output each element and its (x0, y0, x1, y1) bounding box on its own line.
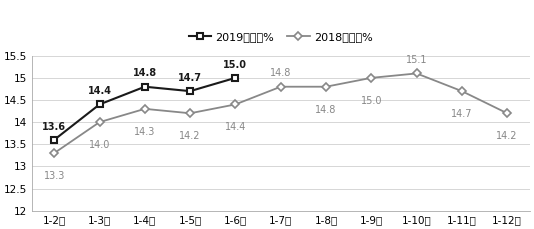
Text: 15.1: 15.1 (406, 55, 427, 65)
Line: 2019年增速%: 2019年增速% (51, 74, 239, 143)
Text: 14.7: 14.7 (178, 73, 202, 83)
Text: 14.7: 14.7 (451, 109, 473, 119)
2018年增速% (51, 152, 58, 155)
2019年增速% (142, 85, 148, 88)
2019年增速% (96, 103, 103, 106)
Legend: 2019年增速%, 2018年增速%: 2019年增速%, 2018年增速% (184, 27, 377, 46)
Text: 15.0: 15.0 (360, 96, 382, 106)
2018年增速% (232, 103, 239, 106)
2018年增速% (368, 76, 374, 79)
2018年增速% (504, 112, 511, 115)
Text: 14.8: 14.8 (315, 105, 337, 115)
2018年增速% (96, 121, 103, 123)
2018年增速% (278, 85, 284, 88)
Text: 14.4: 14.4 (88, 86, 112, 96)
2019年增速% (187, 90, 193, 93)
Text: 14.2: 14.2 (497, 131, 518, 141)
Text: 14.0: 14.0 (89, 140, 110, 150)
2019年增速% (232, 76, 239, 79)
Text: 14.3: 14.3 (134, 127, 155, 137)
Text: 14.8: 14.8 (270, 68, 292, 78)
Text: 15.0: 15.0 (223, 60, 247, 70)
Text: 13.6: 13.6 (42, 122, 66, 131)
Text: 13.3: 13.3 (44, 171, 65, 181)
2018年增速% (142, 107, 148, 110)
2018年增速% (459, 90, 465, 93)
Line: 2018年增速%: 2018年增速% (51, 70, 511, 156)
2018年增速% (323, 85, 329, 88)
Text: 14.2: 14.2 (179, 131, 201, 141)
Text: 14.4: 14.4 (225, 123, 246, 132)
Text: 14.8: 14.8 (133, 68, 157, 78)
2018年增速% (187, 112, 193, 115)
2019年增速% (51, 139, 58, 141)
2018年增速% (413, 72, 420, 75)
